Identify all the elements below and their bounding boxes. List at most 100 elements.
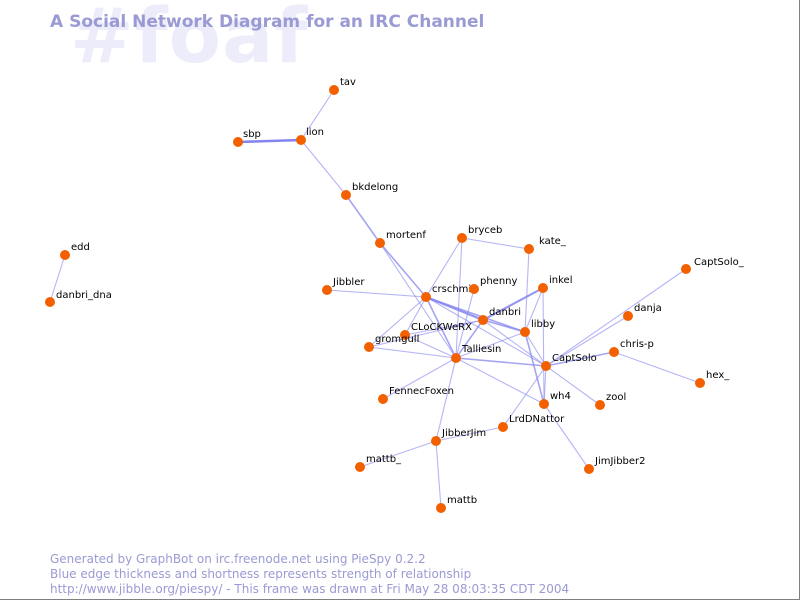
edge-danbri-CLoCKWeRX <box>404 319 484 336</box>
node-CLoCKWeRX: CLoCKWeRX <box>400 322 472 340</box>
node-dot-JibberJim <box>431 436 441 446</box>
node-label-JimJibber2: JimJibber2 <box>594 456 646 467</box>
edges-layer <box>49 89 701 509</box>
edge-edd-danbri_dna <box>49 254 66 303</box>
node-label-JibberJim: JibberJim <box>441 428 486 439</box>
node-dot-sbp <box>233 137 243 147</box>
edge-CaptSolo-zool <box>545 365 601 406</box>
node-dot-Talliesin <box>451 353 461 363</box>
node-dot-chris-p <box>609 347 619 357</box>
node-label-CLoCKWeRX: CLoCKWeRX <box>411 322 472 333</box>
edge-danbri-libby <box>482 319 526 333</box>
edge-libby-Talliesin <box>455 331 526 359</box>
node-Talliesin: Talliesin <box>451 344 501 363</box>
node-label-phenny: phenny <box>480 276 518 287</box>
node-label-danja: danja <box>634 303 662 314</box>
node-CaptSolo_: CaptSolo_ <box>681 257 745 274</box>
node-label-danbri: danbri <box>489 307 521 318</box>
node-label-edd: edd <box>71 242 90 253</box>
node-bkdelong: bkdelong <box>341 182 398 200</box>
edge-CaptSolo-wh4 <box>543 365 547 405</box>
node-dot-wh4 <box>539 399 549 409</box>
edge-danja-CaptSolo <box>545 315 629 367</box>
edge-inkel-libby <box>524 287 544 333</box>
edge-Talliesin-CLoCKWeRX <box>404 334 457 359</box>
node-dot-mortenf <box>375 238 385 248</box>
edge-libby-wh4 <box>524 331 545 405</box>
edge-mortenf-crschmi <box>379 242 427 298</box>
node-dot-edd <box>60 250 70 260</box>
node-dot-danja <box>623 311 633 321</box>
node-label-CaptSolo_: CaptSolo_ <box>694 257 745 268</box>
node-lion: lion <box>296 127 324 145</box>
node-label-mattb: mattb <box>447 495 477 506</box>
node-label-mattb_: mattb_ <box>366 454 402 465</box>
edge-lion-tav <box>300 89 335 141</box>
edge-bryceb-crschmi <box>425 237 463 298</box>
edge-CaptSolo-LrdDNattor <box>502 365 547 428</box>
node-label-LrdDNattor: LrdDNattor <box>509 414 565 425</box>
node-JimJibber2: JimJibber2 <box>584 456 646 474</box>
node-hex_: hex_ <box>695 370 730 388</box>
node-kate_: kate_ <box>524 236 567 254</box>
node-dot-gromgull <box>364 342 374 352</box>
node-crschmi: crschmi <box>421 284 471 302</box>
node-dot-CLoCKWeRX <box>400 330 410 340</box>
node-JibberJim: JibberJim <box>431 428 486 446</box>
footer-legend-line: Blue edge thickness and shortness repres… <box>50 567 472 581</box>
edge-bkdelong-mortenf <box>345 194 381 244</box>
node-dot-LrdDNattor <box>498 422 508 432</box>
edge-wh4-JimJibber2 <box>543 403 590 470</box>
node-dot-JimJibber2 <box>584 464 594 474</box>
edge-Talliesin-JibberJim <box>435 357 457 442</box>
edge-LrdDNattor-JibberJim <box>435 426 504 442</box>
node-label-inkel: inkel <box>549 275 572 286</box>
node-label-FennecFoxen: FennecFoxen <box>389 386 454 397</box>
channel-watermark: #foaf <box>70 0 309 80</box>
edge-crschmi-Talliesin <box>425 296 457 359</box>
node-label-sbp: sbp <box>243 129 261 140</box>
node-dot-libby <box>520 327 530 337</box>
edge-Talliesin-gromgull <box>368 346 457 359</box>
node-dot-crschmi <box>421 292 431 302</box>
node-label-gromgull: gromgull <box>375 334 419 345</box>
node-dot-kate_ <box>524 244 534 254</box>
diagram-title: A Social Network Diagram for an IRC Chan… <box>50 12 485 32</box>
node-sbp: sbp <box>233 129 261 147</box>
node-label-hex_: hex_ <box>706 370 730 381</box>
edge-inkel-wh4 <box>542 287 545 405</box>
edge-mortenf-Talliesin <box>379 242 457 359</box>
node-tav: tav <box>329 77 356 95</box>
node-dot-Jibbler <box>322 285 332 295</box>
node-label-chris-p: chris-p <box>620 339 654 350</box>
node-danja: danja <box>623 303 662 321</box>
edge-crschmi-CLoCKWeRX <box>404 296 427 336</box>
node-label-kate_: kate_ <box>539 236 567 247</box>
node-wh4: wh4 <box>539 391 571 409</box>
node-dot-hex_ <box>695 378 705 388</box>
edge-bryceb-Talliesin <box>455 237 463 359</box>
node-dot-FennecFoxen <box>378 394 388 404</box>
node-label-CaptSolo: CaptSolo <box>552 353 597 364</box>
node-dot-mattb <box>436 503 446 513</box>
node-Jibbler: Jibbler <box>322 277 365 295</box>
node-label-libby: libby <box>531 319 555 330</box>
node-chris-p: chris-p <box>609 339 654 357</box>
node-label-lion: lion <box>306 127 324 138</box>
node-label-wh4: wh4 <box>550 391 571 402</box>
footer-url-line: http://www.jibble.org/piespy/ - This fra… <box>50 582 570 596</box>
footer-generator-line: Generated by GraphBot on irc.freenode.ne… <box>50 552 426 566</box>
node-libby: libby <box>520 319 555 337</box>
edge-kate_-libby <box>524 248 530 333</box>
node-LrdDNattor: LrdDNattor <box>498 414 565 432</box>
node-dot-phenny <box>469 284 479 294</box>
node-label-danbri_dna: danbri_dna <box>56 290 112 301</box>
edge-sbp-lion <box>237 138 302 144</box>
edge-CaptSolo_-CaptSolo <box>545 268 687 367</box>
node-danbri_dna: danbri_dna <box>45 290 112 307</box>
node-mattb: mattb <box>436 495 477 513</box>
node-dot-CaptSolo_ <box>681 264 691 274</box>
node-dot-bryceb <box>457 233 467 243</box>
node-inkel: inkel <box>538 275 572 293</box>
edge-chris-p-hex_ <box>613 351 701 384</box>
